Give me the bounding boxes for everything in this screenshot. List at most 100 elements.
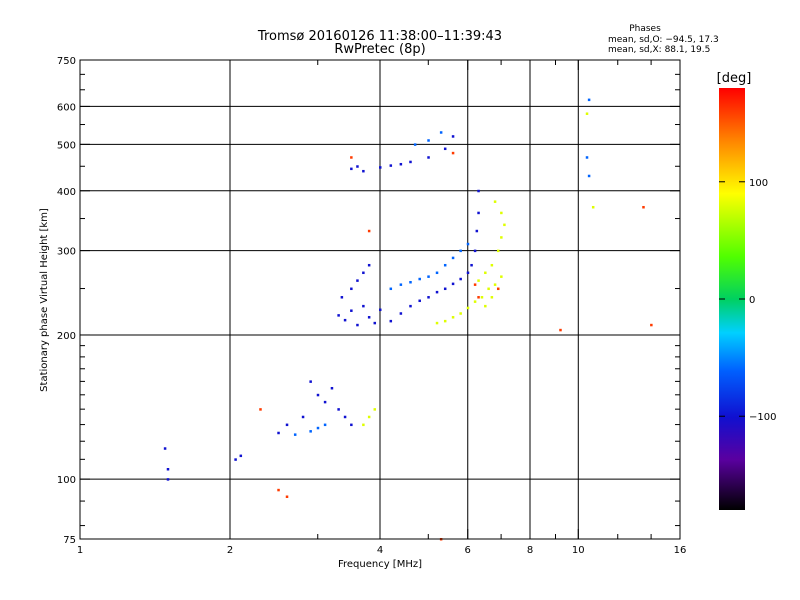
data-point (427, 139, 430, 142)
data-point (409, 160, 412, 164)
data-point (559, 328, 562, 332)
data-points (163, 98, 653, 541)
data-point (451, 256, 455, 260)
data-point (277, 488, 280, 492)
phases-mean-o: mean, sd,O: −94.5, 17.3 (608, 35, 719, 45)
data-point (493, 200, 497, 203)
data-point (343, 318, 347, 322)
data-point (389, 287, 393, 291)
data-point (642, 205, 645, 209)
data-point (418, 299, 421, 303)
y-tick-label: 500 (57, 140, 76, 151)
data-point (362, 271, 365, 275)
grid-lines (80, 60, 680, 539)
colorbar-ticks: 100 0 −100 (719, 178, 776, 423)
data-point (435, 321, 439, 325)
data-point (439, 131, 443, 134)
x-tick-label: 4 (377, 545, 383, 556)
data-point (367, 415, 371, 419)
data-point (239, 454, 243, 458)
data-point (163, 447, 167, 450)
colorbar-label: [deg] (717, 71, 752, 86)
data-point (477, 211, 480, 215)
y-tick-label: 300 (57, 247, 76, 258)
x-tick-label: 2 (227, 545, 233, 556)
data-point (373, 321, 377, 325)
data-point (490, 296, 494, 299)
data-point (362, 423, 365, 427)
data-point (373, 408, 377, 411)
data-point (301, 415, 305, 419)
data-point (477, 296, 480, 299)
data-point (367, 316, 371, 319)
y-tick-label: 750 (57, 56, 76, 67)
data-point (166, 478, 170, 481)
data-point (343, 415, 347, 419)
data-point (451, 316, 455, 319)
data-point (466, 306, 470, 310)
x-axis-label: Frequency [MHz] (338, 559, 422, 570)
data-point (409, 304, 412, 308)
data-point (362, 304, 365, 308)
data-point (340, 296, 344, 299)
x-tick-label: 10 (572, 545, 585, 556)
data-point (356, 279, 359, 282)
data-point (323, 400, 327, 404)
data-point (427, 156, 430, 159)
data-point (477, 189, 480, 193)
data-point (451, 151, 455, 155)
x-tick-label: 6 (465, 545, 471, 556)
colorbar-tick-label: −100 (749, 412, 776, 423)
data-point (166, 468, 170, 471)
data-point (443, 263, 447, 267)
data-point (330, 386, 334, 390)
data-point (451, 282, 455, 286)
data-point (503, 223, 506, 227)
data-point (399, 162, 403, 166)
data-point (585, 112, 589, 115)
data-point (350, 309, 353, 312)
colorbar-tick-label: 0 (749, 295, 755, 306)
y-tick-label: 600 (57, 102, 76, 113)
data-point (443, 147, 447, 151)
data-point (389, 164, 393, 167)
data-point (490, 263, 494, 267)
data-point (496, 249, 500, 253)
data-point (473, 249, 477, 253)
data-point (409, 280, 412, 284)
data-point (367, 263, 371, 267)
data-point (356, 323, 359, 327)
data-point (487, 287, 490, 291)
data-point (500, 211, 503, 215)
data-point (466, 271, 470, 275)
data-point (470, 263, 473, 267)
data-point (350, 156, 353, 159)
data-point (285, 423, 289, 427)
data-point (435, 290, 439, 294)
data-point (435, 271, 439, 275)
data-point (585, 156, 589, 159)
y-tick-label: 100 (57, 475, 76, 486)
data-point (413, 143, 417, 146)
data-point (459, 277, 462, 281)
data-point (309, 430, 312, 433)
data-point (389, 319, 393, 323)
y-tick-label: 75 (63, 535, 76, 546)
data-point (427, 275, 430, 278)
data-point (500, 275, 503, 278)
data-point (350, 167, 353, 171)
data-point (427, 296, 430, 299)
data-point (587, 98, 591, 102)
y-tick-label: 400 (57, 187, 76, 198)
data-point (293, 433, 297, 436)
chart-subtitle: RwPretec (8p) (334, 42, 425, 57)
tick-labels: 1 2 4 6 8 10 16 75 100 200 300 400 500 600 750 (57, 56, 686, 556)
y-axis-label: Stationary phase Virtual Height [km] (39, 208, 50, 392)
data-point (493, 283, 497, 286)
x-tick-label: 8 (527, 545, 533, 556)
plot-frame (79, 59, 681, 540)
data-point (500, 236, 503, 239)
data-point (443, 287, 447, 291)
chart-title: Tromsø 20160126 11:38:00–11:39:43 (257, 29, 502, 44)
